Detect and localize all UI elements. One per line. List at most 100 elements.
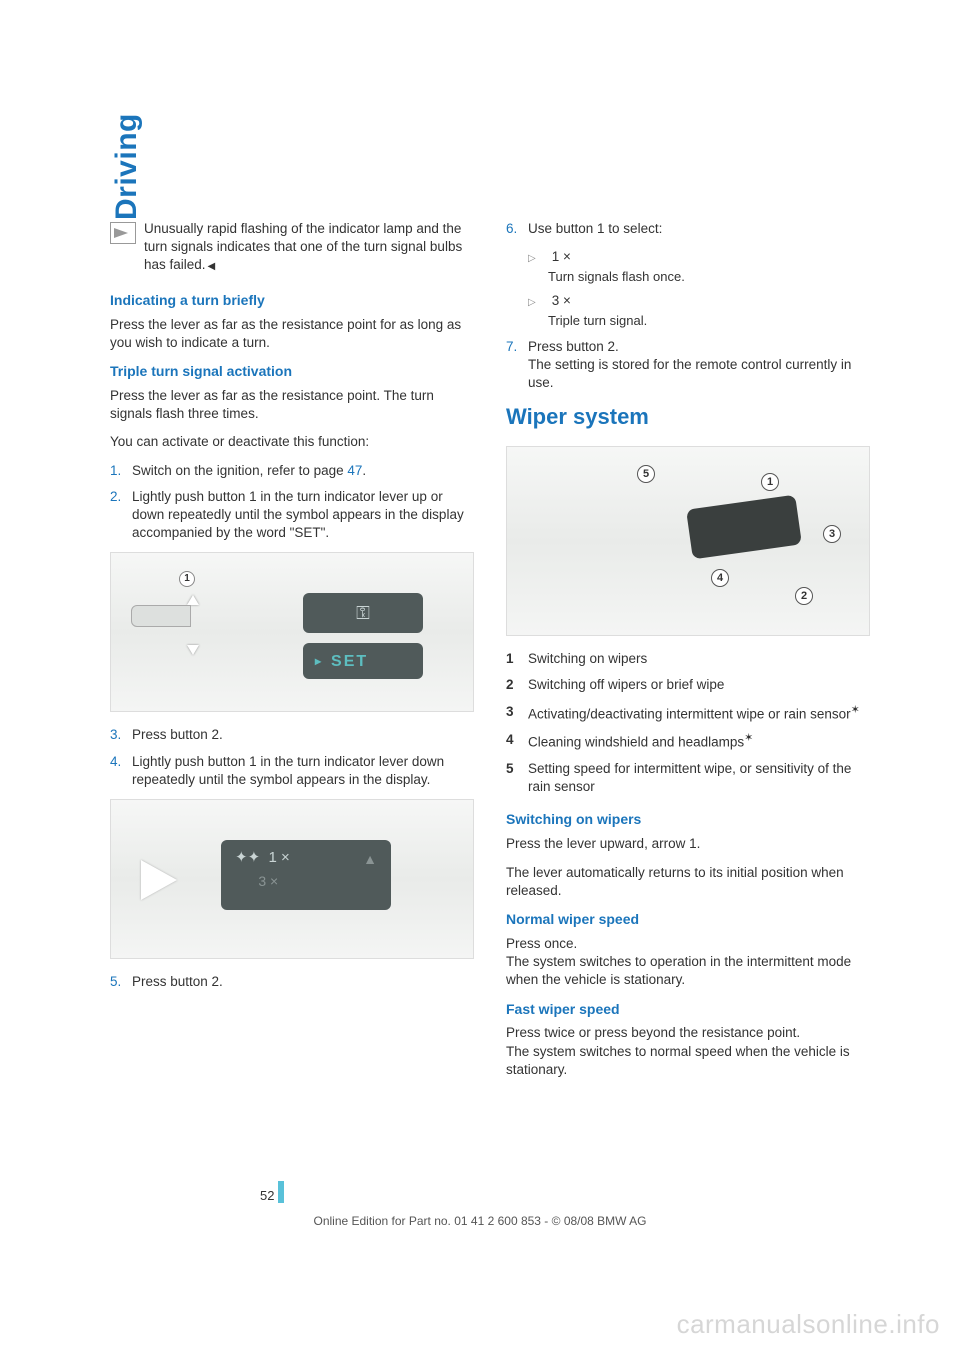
note-text: Unusually rapid flashing of the indicato… <box>144 220 474 275</box>
watermark: carmanualsonline.info <box>677 1309 940 1340</box>
note-icon <box>110 222 136 244</box>
arrow-up-icon <box>187 595 199 605</box>
step-text: Press button 2. <box>132 973 474 991</box>
step-number: 4. <box>110 753 132 789</box>
step-number: 2. <box>110 488 132 543</box>
list-item: 1. Switch on the ignition, refer to page… <box>110 462 474 480</box>
right-column: 6. Use button 1 to select: 1 × Turn sign… <box>506 220 870 1089</box>
menu-box: ✦✦ 1 × 3 × ▲ <box>221 840 391 910</box>
heading-switching-on: Switching on wipers <box>506 810 870 829</box>
p-line: Press twice or press beyond the resistan… <box>506 1025 800 1040</box>
big-arrow-icon <box>141 860 177 900</box>
page-content: Unusually rapid flashing of the indicato… <box>110 220 870 1089</box>
step-text: Switch on the ignition, refer to page 47… <box>132 462 474 480</box>
step-number: 6. <box>506 220 528 238</box>
display-key-icon: ⚿ <box>303 593 423 633</box>
page-link[interactable]: 47 <box>347 463 362 478</box>
list-item: 5. Press button 2. <box>110 973 474 991</box>
def-item: 3 Activating/deactivating intermittent w… <box>506 703 870 724</box>
lever-shape <box>131 605 191 627</box>
step-number: 3. <box>110 726 132 744</box>
figure-menu-display: ✦✦ 1 × 3 × ▲ <box>110 799 474 959</box>
bullet-sub: Turn signals flash once. <box>548 268 870 286</box>
note-block: Unusually rapid flashing of the indicato… <box>110 220 474 275</box>
def-item: 5 Setting speed for intermittent wipe, o… <box>506 760 870 796</box>
step-list-d: 6. Use button 1 to select: <box>506 220 870 238</box>
list-item: 1 × Turn signals flash once. <box>528 248 870 286</box>
arrow-down-icon <box>187 645 199 655</box>
page-number: 52 <box>260 1188 274 1203</box>
def-num: 3 <box>506 703 528 724</box>
def-num: 5 <box>506 760 528 796</box>
paragraph: Press the lever upward, arrow 1. <box>506 835 870 853</box>
lever-graphic: 1 <box>131 583 201 623</box>
def-item: 1 Switching on wipers <box>506 650 870 668</box>
menu-line-2: 3 × <box>235 872 377 891</box>
p-line: The system switches to normal speed when… <box>506 1044 850 1077</box>
menu-line-1: ✦✦ 1 × <box>235 848 377 868</box>
text-pre: Switch on the ignition, refer to page <box>132 463 347 478</box>
heading-triple: Triple turn signal activation <box>110 362 474 381</box>
figure-wiper-stalk: 1 2 3 4 5 <box>506 446 870 636</box>
star-icon: ✶ <box>851 704 860 716</box>
step-number: 1. <box>110 462 132 480</box>
bullet-head: 3 × <box>552 293 571 308</box>
callout-1: 1 <box>761 473 779 491</box>
p-line: Press once. <box>506 936 577 951</box>
definition-list: 1 Switching on wipers 2 Switching off wi… <box>506 650 870 796</box>
side-tab-label: Driving <box>110 113 144 220</box>
menu-1x: 1 × <box>268 849 289 866</box>
step-list-c: 5. Press button 2. <box>110 973 474 991</box>
def-text-inner: Cleaning windshield and headlamps <box>528 735 744 750</box>
def-num: 2 <box>506 676 528 694</box>
def-num: 4 <box>506 731 528 752</box>
step-list-e: 7. Press button 2. The setting is stored… <box>506 338 870 393</box>
bullet-sub: Triple turn signal. <box>548 312 870 330</box>
step-text: Press button 2. <box>132 726 474 744</box>
bullet-list: 1 × Turn signals flash once. 3 × Triple … <box>528 248 870 330</box>
footer-text: Online Edition for Part no. 01 41 2 600 … <box>0 1214 960 1228</box>
step-list-b: 3. Press button 2. 4. Lightly push butto… <box>110 726 474 789</box>
list-item: 4. Lightly push button 1 in the turn ind… <box>110 753 474 789</box>
display-set-label: SET <box>303 643 423 679</box>
def-num: 1 <box>506 650 528 668</box>
key-icon: ⚿ <box>356 601 370 625</box>
def-item: 4 Cleaning windshield and headlamps✶ <box>506 731 870 752</box>
paragraph: Press twice or press beyond the resistan… <box>506 1024 870 1079</box>
heading-indicating: Indicating a turn briefly <box>110 291 474 310</box>
step-text: Lightly push button 1 in the turn indica… <box>132 753 474 789</box>
callout-5: 5 <box>637 465 655 483</box>
callout-2: 2 <box>795 587 813 605</box>
figure-set-display: 1 ⚿ SET <box>110 552 474 712</box>
step-text: Press button 2. The setting is stored fo… <box>528 338 870 393</box>
callout-3: 3 <box>823 525 841 543</box>
def-text-inner: Activating/deactivating intermittent wip… <box>528 706 851 721</box>
list-item: 3. Press button 2. <box>110 726 474 744</box>
wiper-stalk-graphic <box>686 495 802 560</box>
step-list-a: 1. Switch on the ignition, refer to page… <box>110 462 474 543</box>
page-tab-bar <box>278 1181 284 1203</box>
step-text-1: Press button 2. <box>528 339 619 354</box>
step-text-2: The setting is stored for the remote con… <box>528 357 851 390</box>
left-column: Unusually rapid flashing of the indicato… <box>110 220 474 1089</box>
menu-3x: 3 × <box>258 873 278 889</box>
step-text: Use button 1 to select: <box>528 220 870 238</box>
paragraph: You can activate or deactivate this func… <box>110 433 474 451</box>
def-text: Switching on wipers <box>528 650 870 668</box>
step-text: Lightly push button 1 in the turn indica… <box>132 488 474 543</box>
def-text: Cleaning windshield and headlamps✶ <box>528 731 870 752</box>
list-item: 6. Use button 1 to select: <box>506 220 870 238</box>
def-text: Setting speed for intermittent wipe, or … <box>528 760 870 796</box>
p-line: The system switches to operation in the … <box>506 954 851 987</box>
text-post: . <box>362 463 366 478</box>
def-text: Activating/deactivating intermittent wip… <box>528 703 870 724</box>
heading-normal-speed: Normal wiper speed <box>506 910 870 929</box>
paragraph: The lever automatically returns to its i… <box>506 864 870 900</box>
bullet-head: 1 × <box>552 249 571 264</box>
list-item: 3 × Triple turn signal. <box>528 292 870 330</box>
star-icon: ✶ <box>744 732 753 744</box>
callout-1: 1 <box>179 571 195 587</box>
blink-icon: ✦✦ <box>235 849 260 866</box>
paragraph: Press the lever as far as the resistance… <box>110 316 474 352</box>
list-item: 7. Press button 2. The setting is stored… <box>506 338 870 393</box>
